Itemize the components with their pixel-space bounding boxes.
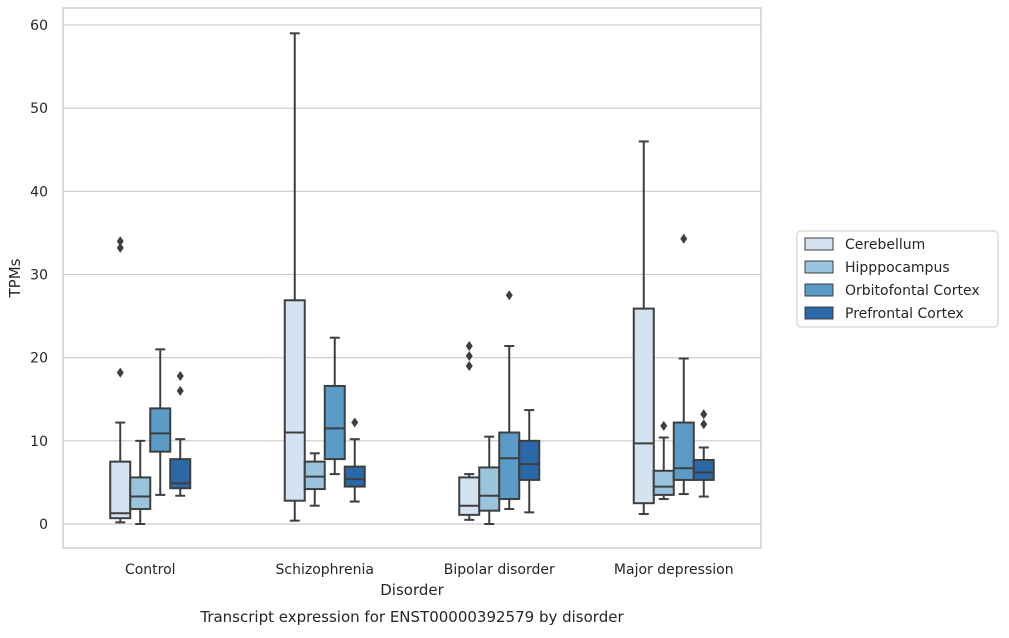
y-tick-label-60: 60: [30, 18, 48, 34]
box-plot: [518, 409, 541, 514]
box-plot: [672, 233, 695, 496]
plot-area: [63, 8, 761, 548]
box-plot: [632, 140, 655, 516]
x-tick-label: Schizophrenia: [276, 562, 374, 578]
plot-frame: [62, 7, 762, 549]
box-plot: [652, 420, 675, 501]
outlier-point: [660, 420, 668, 431]
outlier-point: [505, 290, 513, 301]
outlier-point: [116, 367, 124, 378]
legend-swatch: [804, 306, 834, 320]
box: [109, 460, 132, 520]
box: [129, 476, 152, 511]
x-tick-label: Bipolar disorder: [444, 562, 555, 578]
box: [149, 407, 172, 453]
outlier-point: [465, 341, 473, 352]
box: [652, 469, 675, 496]
box-plot: [692, 409, 715, 498]
box-plots: [109, 32, 715, 525]
legend-swatch: [804, 237, 834, 251]
y-tick-labels: 0 10 20 30 40 50 60: [30, 18, 48, 533]
box-plot: [109, 236, 132, 524]
outlier-point: [176, 370, 184, 381]
box: [518, 439, 541, 481]
legend-label: Orbitofontal Cortex: [845, 283, 980, 299]
legend-label: Hipppocampus: [845, 260, 950, 276]
legend-swatch: [804, 283, 834, 297]
outlier-point: [465, 360, 473, 371]
outlier-point: [351, 417, 359, 428]
y-tick-label-10: 10: [30, 434, 48, 450]
y-tick-label-0: 0: [39, 517, 48, 533]
outlier-point: [465, 351, 473, 362]
box-plot: [343, 417, 366, 503]
box: [303, 460, 326, 491]
box: [343, 465, 366, 488]
box-plot: [323, 336, 346, 476]
outlier-point: [116, 242, 124, 253]
y-tick-label-20: 20: [30, 351, 48, 367]
y-tick-label-50: 50: [30, 101, 48, 117]
box: [672, 421, 695, 481]
legend-label: Prefrontal Cortex: [845, 306, 964, 322]
box-plot: [458, 341, 481, 521]
box-plot: [129, 439, 152, 525]
chart-caption: Transcript expression for ENST0000039257…: [199, 608, 624, 626]
x-axis-label: Disorder: [380, 581, 444, 599]
box: [169, 458, 192, 490]
box-plot: [169, 370, 192, 497]
outlier-point: [700, 419, 708, 430]
legend-frame: [796, 230, 999, 328]
legend-swatch: [804, 260, 834, 274]
legend-label: Cerebellum: [845, 237, 925, 253]
outlier-point: [700, 409, 708, 420]
x-tick-labels: Control Schizophrenia Bipolar disorder Majo…: [125, 562, 734, 578]
y-axis-label: TPMs: [6, 258, 24, 298]
box-plot: [498, 290, 521, 511]
box: [283, 299, 306, 502]
legend: Cerebellum Hipppocampus Orbitofontal Corte…: [796, 230, 999, 328]
box-plot: [149, 348, 172, 496]
box: [458, 476, 481, 516]
outlier-point: [176, 385, 184, 396]
x-tick-label: Control: [125, 562, 176, 578]
outlier-point: [680, 233, 688, 244]
box: [478, 466, 501, 512]
box-plot: [303, 452, 326, 507]
box: [323, 384, 346, 461]
y-tick-label-40: 40: [30, 184, 48, 200]
x-tick-label: Major depression: [614, 562, 734, 578]
y-tick-label-30: 30: [30, 268, 48, 284]
outlier-point: [116, 236, 124, 247]
box-plot: [283, 32, 306, 522]
box: [692, 458, 715, 481]
box: [498, 431, 521, 501]
box: [632, 307, 655, 505]
